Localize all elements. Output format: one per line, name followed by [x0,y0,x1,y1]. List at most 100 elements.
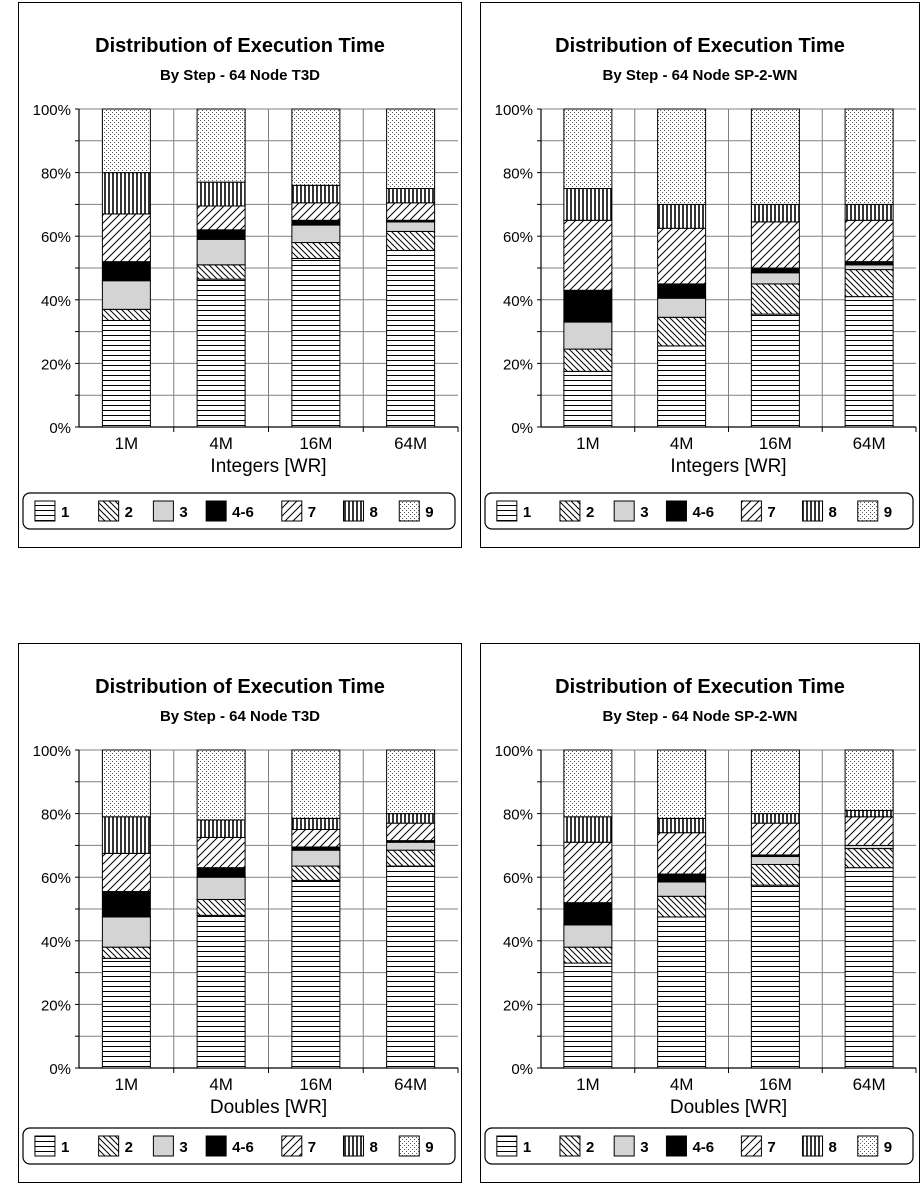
legend-label-1: 1 [61,504,69,521]
bar-segment-8-64M [386,813,436,824]
legend-swatch-1 [34,500,56,522]
bar-segment-1-4M [196,914,246,1069]
chart-title: Distribution of Execution Time [555,676,845,698]
bar-segment-8-1M [563,816,613,843]
bar-segment-9-16M [291,749,341,819]
y-tick-label: 80% [503,166,533,183]
bar-segment-7-4M [657,227,707,285]
bar-segment-8-64M [844,809,894,818]
bar-segment-7-64M [844,219,894,263]
legend-swatch-1 [496,1135,518,1157]
chart-panel-2: Distribution of Execution Time By Step - … [480,2,920,548]
legend-swatch-7 [281,500,303,522]
bar-segment-7-16M [291,829,341,848]
legend-swatch-3 [152,500,174,522]
bar-segment-8-16M [291,817,341,830]
legend-label-3: 3 [179,1139,187,1156]
legend-swatch-9 [857,1135,879,1157]
y-tick-label: 0% [49,1061,71,1078]
bar-segment-4-6-4M [657,873,707,883]
bar-segment-3-16M [291,224,341,244]
chart-panel-1: Distribution of Execution Time By Step - … [18,2,462,548]
bar-segment-1-4M [657,916,707,1069]
bar-segment-1-16M [291,879,341,1069]
chart-panel-4: Distribution of Execution Time By Step - … [480,643,920,1183]
legend-swatch-9 [398,500,420,522]
x-axis-label: Doubles [WR] [210,1097,327,1118]
chart-subtitle: By Step - 64 Node SP-2-WN [602,708,797,725]
legend-swatch-8 [343,500,365,522]
chart-title: Distribution of Execution Time [555,35,845,57]
chart-title: Distribution of Execution Time [95,35,385,57]
bar-segment-3-1M [101,916,151,948]
bar-segment-3-4M [657,881,707,897]
x-tick-label: 4M [670,1075,694,1094]
bar-segment-9-1M [101,749,151,818]
bar-segment-7-16M [291,202,341,221]
y-tick-label: 80% [41,807,71,824]
legend-label-9: 9 [884,1139,892,1156]
bar-segment-8-4M [196,181,246,207]
y-tick-label: 60% [41,870,71,887]
x-tick-label: 1M [576,1075,600,1094]
y-tick-label: 100% [33,743,71,760]
bar-segment-4-6-1M [101,261,151,282]
legend-swatch-7 [281,1135,303,1157]
bar-segment-7-4M [196,836,246,869]
x-tick-label: 16M [759,434,792,453]
bar-segment-8-16M [750,203,800,223]
legend-swatch-4-6 [205,500,227,522]
legend-label-7: 7 [308,504,316,521]
bar-segment-2-4M [657,316,707,347]
bar-segment-1-64M [386,865,436,1069]
bar-segment-9-4M [657,749,707,819]
y-tick-label: 40% [41,293,71,310]
y-tick-label: 0% [511,420,533,437]
y-tick-label: 60% [503,870,533,887]
legend-label-1: 1 [523,1139,531,1156]
x-tick-label: 16M [299,434,332,453]
bar-segment-1-64M [386,250,436,428]
bar-segment-9-1M [563,108,613,189]
legend-label-7: 7 [767,504,775,521]
bar-segment-4-6-4M [196,867,246,878]
bar-segment-8-4M [657,817,707,834]
legend-label-4-6: 4-6 [692,1139,714,1156]
bar-segment-1-1M [101,957,151,1069]
bar-segment-7-4M [657,832,707,875]
legend-swatch-4-6 [205,1135,227,1157]
x-tick-label: 4M [209,434,233,453]
bar-segment-8-4M [196,819,246,838]
legend-swatch-3 [613,1135,635,1157]
y-tick-label: 20% [41,997,71,1014]
bar-segment-8-16M [291,184,341,204]
x-tick-label: 1M [115,434,139,453]
bar-segment-4-6-4M [657,283,707,299]
y-tick-label: 60% [41,229,71,246]
bar-segment-7-64M [386,822,436,842]
bar-segment-1-16M [750,884,800,1069]
x-tick-label: 1M [115,1075,139,1094]
bar-segment-2-1M [101,308,151,321]
bar-segment-2-16M [750,863,800,886]
legend-label-2: 2 [125,504,133,521]
bar-segment-9-4M [196,749,246,821]
legend-swatch-3 [152,1135,174,1157]
bar-segment-2-64M [386,849,436,867]
bar-segment-2-16M [291,242,341,259]
bar-segment-3-1M [563,924,613,948]
bar-segment-2-1M [101,946,151,959]
bar-segment-1-64M [844,296,894,428]
bar-segment-2-64M [386,230,436,252]
y-tick-label: 40% [41,934,71,951]
legend-label-7: 7 [308,1139,316,1156]
bar-segment-4-6-1M [563,289,613,323]
bar-segment-7-1M [101,852,151,893]
bar-segment-4-6-1M [101,891,151,918]
y-tick-label: 20% [503,356,533,373]
bar-segment-1-4M [657,345,707,428]
y-tick-label: 0% [49,420,71,437]
bar-segment-2-64M [844,269,894,298]
legend-label-8: 8 [370,1139,378,1156]
x-tick-label: 16M [759,1075,792,1094]
